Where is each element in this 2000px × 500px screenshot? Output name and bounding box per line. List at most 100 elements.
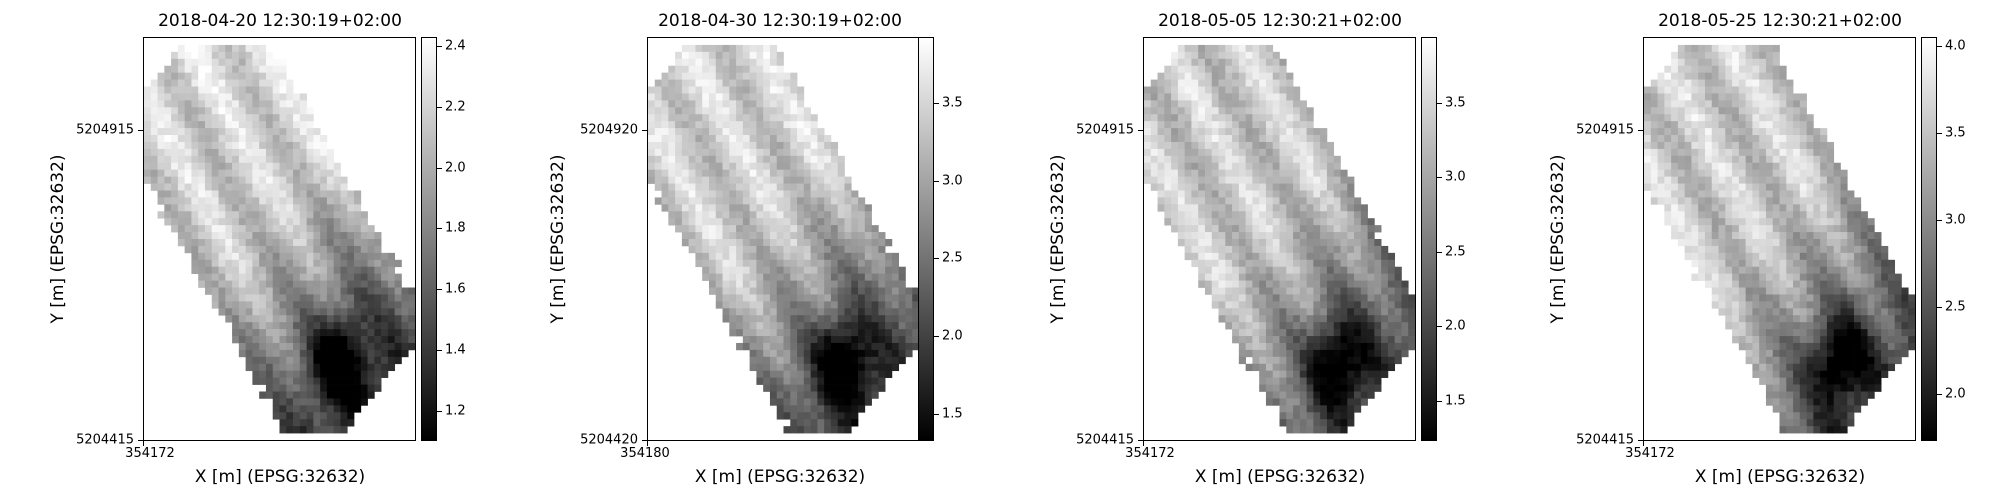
raster-cell bbox=[1320, 162, 1328, 171]
raster-cell bbox=[1313, 148, 1321, 157]
raster-cell bbox=[756, 349, 764, 358]
raster-cell bbox=[1313, 259, 1321, 268]
raster-cell bbox=[367, 245, 375, 254]
raster-cell bbox=[1150, 169, 1158, 177]
raster-cell bbox=[320, 349, 328, 358]
raster-cell bbox=[715, 218, 723, 226]
raster-cell bbox=[708, 273, 717, 281]
raster-cell bbox=[769, 377, 778, 385]
raster-cell bbox=[776, 183, 784, 191]
raster-cell bbox=[306, 169, 314, 177]
raster-cell bbox=[756, 239, 764, 247]
raster-cell bbox=[367, 336, 375, 344]
raster-cell bbox=[851, 266, 859, 275]
raster-cell bbox=[232, 114, 240, 122]
raster-cell bbox=[1833, 197, 1841, 205]
raster-cell bbox=[211, 58, 219, 67]
raster-cell bbox=[1779, 79, 1787, 87]
raster-cell bbox=[286, 384, 294, 392]
raster-cell bbox=[272, 107, 280, 115]
raster-cell bbox=[326, 148, 335, 157]
raster-cell bbox=[864, 342, 872, 351]
y-axis-label: Y [m] (EPSG:32632) bbox=[548, 154, 568, 324]
raster-cell bbox=[797, 266, 805, 275]
raster-cell bbox=[810, 384, 818, 392]
raster-cell bbox=[1326, 273, 1335, 281]
raster-cell bbox=[265, 44, 274, 53]
raster-cell bbox=[198, 148, 206, 157]
raster-cell bbox=[1367, 329, 1375, 337]
raster-cell bbox=[1171, 169, 1179, 177]
raster-cell bbox=[1225, 204, 1233, 212]
raster-cell bbox=[891, 329, 900, 337]
raster-cell bbox=[648, 114, 656, 122]
raster-cell bbox=[265, 148, 274, 157]
raster-cell bbox=[1320, 322, 1328, 330]
raster-cell bbox=[763, 287, 771, 295]
raster-cell bbox=[1772, 107, 1780, 115]
raster-cell bbox=[1691, 190, 1699, 198]
raster-cell bbox=[844, 315, 852, 323]
raster-cell bbox=[742, 121, 750, 129]
raster-cell bbox=[387, 294, 396, 302]
raster-cell bbox=[1799, 245, 1807, 254]
raster-cell bbox=[715, 273, 723, 281]
raster-cell bbox=[1279, 273, 1287, 281]
raster-cell bbox=[1326, 329, 1335, 337]
raster-cell bbox=[293, 370, 301, 378]
raster-cell bbox=[790, 349, 798, 358]
raster-cell bbox=[1698, 128, 1706, 136]
raster-cell bbox=[374, 370, 382, 378]
raster-cell bbox=[905, 294, 913, 302]
raster-cell bbox=[171, 93, 179, 101]
raster-cell bbox=[1326, 204, 1335, 212]
raster-cell bbox=[756, 356, 764, 365]
raster-cell bbox=[756, 204, 764, 212]
raster-cell bbox=[769, 398, 778, 406]
raster-cell bbox=[722, 65, 730, 74]
raster-cell bbox=[184, 155, 192, 164]
raster-cell bbox=[776, 329, 784, 337]
raster-cell bbox=[313, 342, 321, 351]
raster-cell bbox=[790, 273, 798, 281]
raster-cell bbox=[211, 287, 219, 295]
raster-cell bbox=[279, 342, 287, 351]
raster-cell bbox=[340, 426, 348, 434]
raster-cell bbox=[1401, 294, 1409, 302]
raster-cell bbox=[837, 391, 845, 399]
raster-cell bbox=[238, 121, 246, 129]
raster-cell bbox=[286, 190, 294, 198]
raster-cell bbox=[1204, 225, 1213, 233]
raster-cell bbox=[790, 225, 798, 233]
raster-cell bbox=[1333, 349, 1341, 358]
raster-cell bbox=[715, 259, 723, 268]
raster-cell bbox=[742, 322, 750, 330]
raster-cell bbox=[1657, 155, 1665, 164]
raster-cell bbox=[1320, 405, 1328, 413]
raster-cell bbox=[1333, 356, 1341, 365]
raster-cell bbox=[824, 294, 832, 302]
raster-cell bbox=[688, 107, 696, 115]
raster-cell bbox=[1272, 225, 1280, 233]
raster-cell bbox=[702, 114, 710, 122]
raster-cell bbox=[204, 197, 213, 205]
raster-cell bbox=[1333, 232, 1341, 240]
raster-cell bbox=[313, 218, 321, 226]
raster-cell bbox=[340, 190, 348, 198]
raster-cell bbox=[1387, 308, 1396, 316]
raster-cell bbox=[293, 356, 301, 365]
raster-cell bbox=[830, 197, 839, 205]
raster-cell bbox=[1144, 86, 1152, 94]
raster-cell bbox=[1171, 218, 1179, 226]
raster-cell bbox=[272, 218, 280, 226]
raster-cell bbox=[817, 280, 825, 288]
raster-cell bbox=[225, 280, 233, 288]
raster-cell bbox=[245, 51, 253, 60]
raster-cell bbox=[1279, 280, 1287, 288]
raster-cell bbox=[279, 135, 287, 143]
raster-cell bbox=[1779, 135, 1787, 143]
raster-cell bbox=[279, 384, 287, 392]
raster-cell bbox=[803, 398, 811, 406]
raster-cell bbox=[191, 86, 199, 94]
raster-cell bbox=[279, 72, 287, 80]
